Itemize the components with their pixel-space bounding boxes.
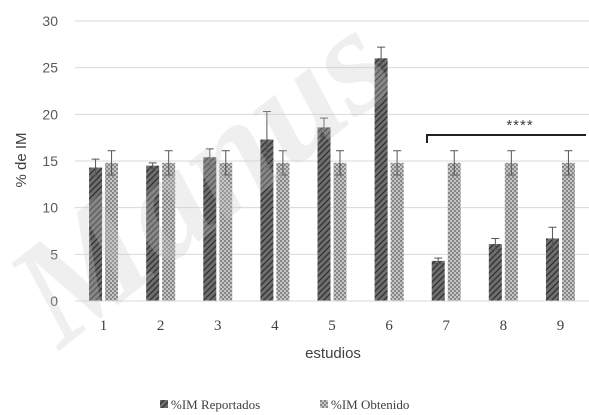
x-tick-label: 1 bbox=[100, 318, 108, 334]
bar-reportados bbox=[431, 260, 445, 301]
error-bar bbox=[164, 150, 173, 176]
x-tick-label: 7 bbox=[442, 318, 450, 334]
x-tick-label: 5 bbox=[328, 318, 336, 334]
bar-reportados bbox=[545, 238, 559, 301]
legend-label: %IM Reportados bbox=[171, 397, 260, 412]
x-tick-label: 3 bbox=[214, 318, 222, 334]
y-tick-label: 20 bbox=[42, 106, 58, 122]
error-bar bbox=[393, 150, 402, 176]
bar-reportados bbox=[203, 157, 217, 301]
y-tick-label: 5 bbox=[50, 246, 58, 262]
x-tick-labels: 1 2 3 4 5 6 7 8 9 bbox=[100, 318, 564, 334]
legend-swatch bbox=[320, 400, 328, 408]
bar-reportados bbox=[317, 127, 331, 302]
y-tick-label: 25 bbox=[42, 60, 58, 76]
error-bar bbox=[434, 257, 443, 265]
bar-obtenido bbox=[561, 162, 575, 301]
bar-obtenido bbox=[447, 162, 461, 301]
error-bar bbox=[91, 158, 100, 177]
y-tick-labels: 0 5 10 15 20 25 30 bbox=[42, 13, 58, 309]
significance-bracket: **** bbox=[426, 117, 586, 143]
error-bar bbox=[278, 150, 287, 176]
bar-obtenido bbox=[333, 162, 347, 301]
error-bar bbox=[148, 162, 157, 169]
error-bar bbox=[262, 111, 271, 169]
watermark-text: Manus bbox=[0, 0, 422, 377]
bar-reportados bbox=[146, 165, 160, 301]
y-axis-title: % de IM bbox=[13, 132, 30, 187]
legend: %IM Reportados %IM Obtenido bbox=[160, 397, 409, 412]
bar-obtenido bbox=[105, 162, 119, 301]
bar-reportados bbox=[89, 167, 103, 301]
y-tick-label: 10 bbox=[42, 200, 58, 216]
bar-obtenido bbox=[276, 162, 290, 301]
bar-obtenido bbox=[390, 162, 404, 301]
bar-reportados bbox=[374, 58, 388, 302]
bar-obtenido bbox=[219, 162, 233, 301]
error-bar bbox=[564, 150, 573, 176]
x-tick-label: 2 bbox=[157, 318, 165, 334]
bars bbox=[89, 46, 575, 302]
x-tick-label: 9 bbox=[557, 318, 565, 334]
bar-reportados bbox=[260, 139, 274, 301]
gridlines bbox=[75, 20, 589, 255]
x-tick-label: 6 bbox=[385, 318, 393, 334]
error-bar bbox=[205, 148, 214, 167]
y-tick-label: 15 bbox=[42, 153, 58, 169]
error-bar bbox=[548, 226, 557, 251]
error-bar bbox=[336, 150, 344, 176]
x-tick-label: 8 bbox=[500, 318, 508, 334]
y-tick-label: 0 bbox=[50, 293, 58, 309]
bar-obtenido bbox=[162, 162, 176, 301]
error-bar bbox=[320, 117, 328, 138]
x-tick-label: 4 bbox=[271, 318, 279, 334]
error-bar bbox=[221, 150, 230, 176]
y-tick-label: 30 bbox=[42, 13, 58, 29]
bar-reportados bbox=[488, 244, 502, 301]
error-bar bbox=[507, 150, 516, 176]
x-axis-title: estudios bbox=[305, 345, 361, 362]
error-bar bbox=[107, 150, 116, 176]
bar-obtenido bbox=[504, 162, 518, 301]
error-bar bbox=[377, 46, 386, 71]
legend-label: %IM Obtenido bbox=[331, 397, 409, 412]
error-bar bbox=[491, 237, 500, 251]
significance-label: **** bbox=[506, 117, 533, 134]
error-bar bbox=[450, 150, 459, 176]
legend-swatch bbox=[160, 400, 168, 408]
